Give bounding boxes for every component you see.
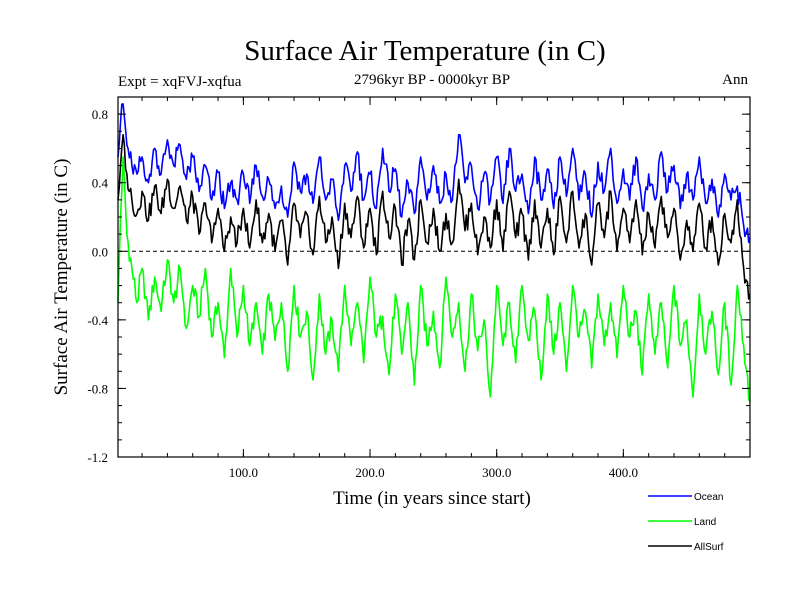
- legend-label-allsurf: AllSurf: [694, 542, 724, 553]
- x-tick-label: 100.0: [229, 465, 258, 480]
- chart-subtitle: 2796kyr BP - 0000kyr BP: [354, 72, 510, 88]
- plot-area: [117, 103, 751, 403]
- x-tick-label: 400.0: [609, 465, 638, 480]
- x-tick-label: 200.0: [355, 465, 384, 480]
- y-tick-label: -1.2: [87, 450, 108, 465]
- axes: 0.8 0.4 0.0 -0.4 -0.8 -1.2 100.0 200.0 300.0 400.…: [87, 96, 751, 480]
- legend: Ocean Land AllSurf: [648, 492, 724, 553]
- legend-label-land: Land: [694, 517, 716, 528]
- y-tick-label: 0.4: [92, 176, 109, 191]
- y-tick-label: 0.8: [92, 107, 108, 122]
- x-axis-label: Time (in years since start): [333, 488, 531, 509]
- x-tick-label: 300.0: [482, 465, 511, 480]
- period-label: Ann: [722, 72, 748, 88]
- y-tick-label: -0.8: [87, 381, 108, 396]
- legend-label-ocean: Ocean: [694, 492, 723, 503]
- series-line-allsurf: [117, 133, 751, 300]
- series-line-ocean: [117, 103, 751, 244]
- chart-title: Surface Air Temperature (in C): [244, 35, 605, 67]
- y-axis-label: Surface Air Temperature (in C): [51, 159, 72, 396]
- experiment-label: Expt = xqFVJ-xqfua: [118, 74, 242, 90]
- y-tick-label: -0.4: [87, 313, 108, 328]
- y-tick-label: 0.0: [92, 244, 108, 259]
- series-line-land: [117, 156, 751, 403]
- plot-frame: [117, 96, 751, 458]
